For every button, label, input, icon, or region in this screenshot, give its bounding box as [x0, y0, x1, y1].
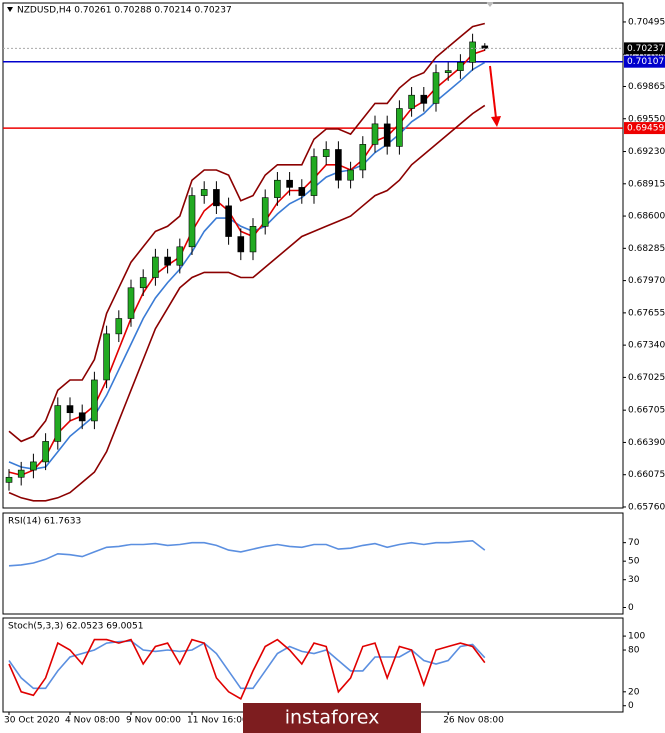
- price-box-label: 0.70107: [627, 57, 664, 67]
- y-tick-label: 0.67025: [628, 373, 665, 383]
- y-tick-label: 0.65760: [628, 502, 665, 512]
- candle-body: [261, 197, 269, 227]
- candle-body: [54, 405, 62, 442]
- x-tick-label: 11 Nov 16:00: [187, 716, 248, 726]
- candle-body: [359, 144, 367, 171]
- y-tick-label: 20: [628, 687, 640, 697]
- y-tick-label: 0: [628, 603, 634, 613]
- candle-body: [383, 123, 391, 147]
- indicator-line: [8, 61, 486, 470]
- candle-body: [237, 236, 245, 253]
- candle-body: [274, 179, 281, 198]
- candle-body: [164, 256, 171, 266]
- candle-body: [310, 156, 318, 196]
- rsi-panel: [2, 512, 624, 615]
- candle-body: [408, 94, 415, 109]
- indicator-line: [8, 22, 485, 443]
- current-price-box: [624, 42, 665, 55]
- candle-body: [371, 123, 379, 145]
- candle-body: [30, 461, 37, 471]
- candle-body: [432, 72, 440, 104]
- candle-body: [103, 333, 110, 381]
- candle-body: [286, 179, 293, 188]
- y-tick-label: 0.66705: [628, 406, 665, 416]
- y-tick-label: 0.67970: [628, 276, 665, 286]
- candle-body: [335, 149, 342, 181]
- menu-triangle: [7, 7, 13, 12]
- candle-body: [115, 318, 123, 335]
- candle-body: [78, 412, 86, 422]
- y-tick-label: 0.66390: [628, 438, 665, 448]
- candle-body: [5, 476, 13, 483]
- candle-body: [444, 70, 452, 73]
- y-tick-label: 50: [628, 557, 640, 567]
- forecast-arrowhead: [491, 116, 501, 127]
- candle-body: [66, 405, 74, 414]
- indicator-line: [8, 49, 486, 477]
- candle-body: [17, 469, 25, 478]
- candle-body: [152, 256, 159, 278]
- x-tick-label: 26 Nov 08:00: [443, 716, 504, 726]
- candle-body: [457, 62, 464, 71]
- candle-body: [91, 379, 98, 422]
- price-box-label: 0.69459: [627, 124, 664, 134]
- candle-body: [139, 277, 147, 289]
- rsi-title: RSI(14) 61.7633: [8, 517, 81, 527]
- candle-body: [176, 246, 184, 266]
- x-tick-label: 9 Nov 00:00: [126, 716, 181, 726]
- main-panel: [2, 2, 624, 509]
- y-tick-label: 0.69550: [628, 114, 665, 124]
- candle-body: [396, 108, 403, 147]
- y-tick-label: 0.69230: [628, 147, 665, 157]
- y-tick-label: 0.68915: [628, 179, 665, 189]
- candle-body: [127, 287, 135, 319]
- price-box: [624, 55, 665, 68]
- y-tick-label: 0.70495: [628, 17, 665, 27]
- y-tick-label: 0.66075: [628, 470, 665, 480]
- x-tick-label: 30 Oct 2020: [4, 716, 60, 726]
- y-tick-label: 70: [628, 538, 640, 548]
- indicator-line: [8, 638, 486, 700]
- watermark-banner: [243, 703, 421, 733]
- y-tick-label: 0.70180: [628, 50, 665, 60]
- y-tick-label: 0.67340: [628, 341, 665, 351]
- shift-marker: [486, 2, 494, 7]
- candle-body: [298, 187, 306, 196]
- candle-body: [347, 169, 354, 181]
- y-tick-label: 0.68600: [628, 212, 665, 222]
- y-tick-label: 80: [628, 646, 640, 656]
- candle-body: [188, 195, 196, 248]
- candle-body: [225, 205, 232, 237]
- indicator-line: [8, 104, 486, 502]
- y-tick-label: 0: [628, 701, 634, 711]
- candle-body: [249, 226, 257, 253]
- chart-title: NZDUSD,H4 0.70261 0.70288 0.70214 0.7023…: [17, 6, 232, 16]
- indicator-line: [8, 539, 486, 567]
- candle-body: [469, 41, 476, 63]
- stoch-title: Stoch(5,3,3) 62.0523 69.0051: [8, 622, 143, 632]
- y-tick-label: 0.69865: [628, 82, 665, 92]
- y-tick-label: 100: [628, 632, 645, 642]
- y-tick-label: 30: [628, 575, 640, 585]
- price-box: [624, 122, 665, 135]
- y-tick-label: 0.67655: [628, 308, 665, 318]
- plot: 0.70495 0.70180 0.69865 0.69550 0.69230 0.689…: [3, 17, 665, 726]
- candle-body: [42, 441, 49, 463]
- x-tick-label: 4 Nov 08:00: [65, 716, 120, 726]
- candle-body: [322, 149, 330, 157]
- candle-body: [420, 94, 428, 104]
- watermark: instaforex: [285, 707, 380, 729]
- candle-body: [213, 189, 220, 207]
- candle-body: [200, 189, 208, 196]
- y-tick-label: 0.68285: [628, 244, 665, 254]
- current-price-label: 0.70237: [627, 44, 664, 54]
- forecast-arrow: [489, 65, 497, 119]
